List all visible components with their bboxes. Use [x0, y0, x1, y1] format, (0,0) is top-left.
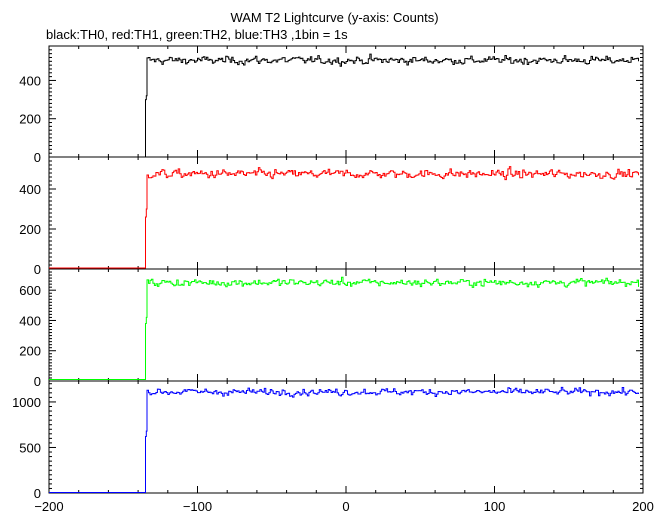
y-tick-label: 200	[19, 222, 41, 237]
y-tick-label: 400	[19, 73, 41, 88]
x-tick-label: 100	[484, 499, 506, 514]
y-tick-label: 0	[34, 150, 41, 165]
x-tick-label: −100	[183, 499, 212, 514]
series-line-TH1	[49, 166, 639, 269]
y-tick-label: 200	[19, 344, 41, 359]
panel-frame	[48, 380, 644, 494]
y-tick-label: 0	[34, 486, 41, 501]
panel-TH3: 0 500 1000 −200 −100 0 100 200	[12, 380, 654, 514]
series-line-TH2	[49, 276, 639, 380]
chart-title: WAM T2 Lightcurve (y-axis: Counts)	[230, 10, 439, 25]
x-tick-label: 0	[342, 499, 349, 514]
y-tick-label: 200	[19, 112, 41, 127]
panel-TH2: 0 200 400 600	[19, 268, 644, 389]
y-tick-label: 400	[19, 313, 41, 328]
panel-TH0: 0 200 400	[19, 45, 644, 165]
y-tick-label: 600	[19, 283, 41, 298]
x-tick-label: −200	[34, 499, 63, 514]
y-tick-label: 500	[19, 440, 41, 455]
y-tick-label: 0	[34, 262, 41, 277]
series-line-TH0	[49, 53, 639, 158]
y-tick-label: 0	[34, 374, 41, 389]
panel-TH1: 0 200 400	[19, 156, 644, 277]
y-tick-label: 1000	[12, 395, 41, 410]
y-tick-label: 400	[19, 182, 41, 197]
chart-subtitle: black:TH0, red:TH1, green:TH2, blue:TH3 …	[46, 27, 348, 42]
x-tick-label: 200	[632, 499, 654, 514]
series-line-TH3	[49, 386, 639, 493]
